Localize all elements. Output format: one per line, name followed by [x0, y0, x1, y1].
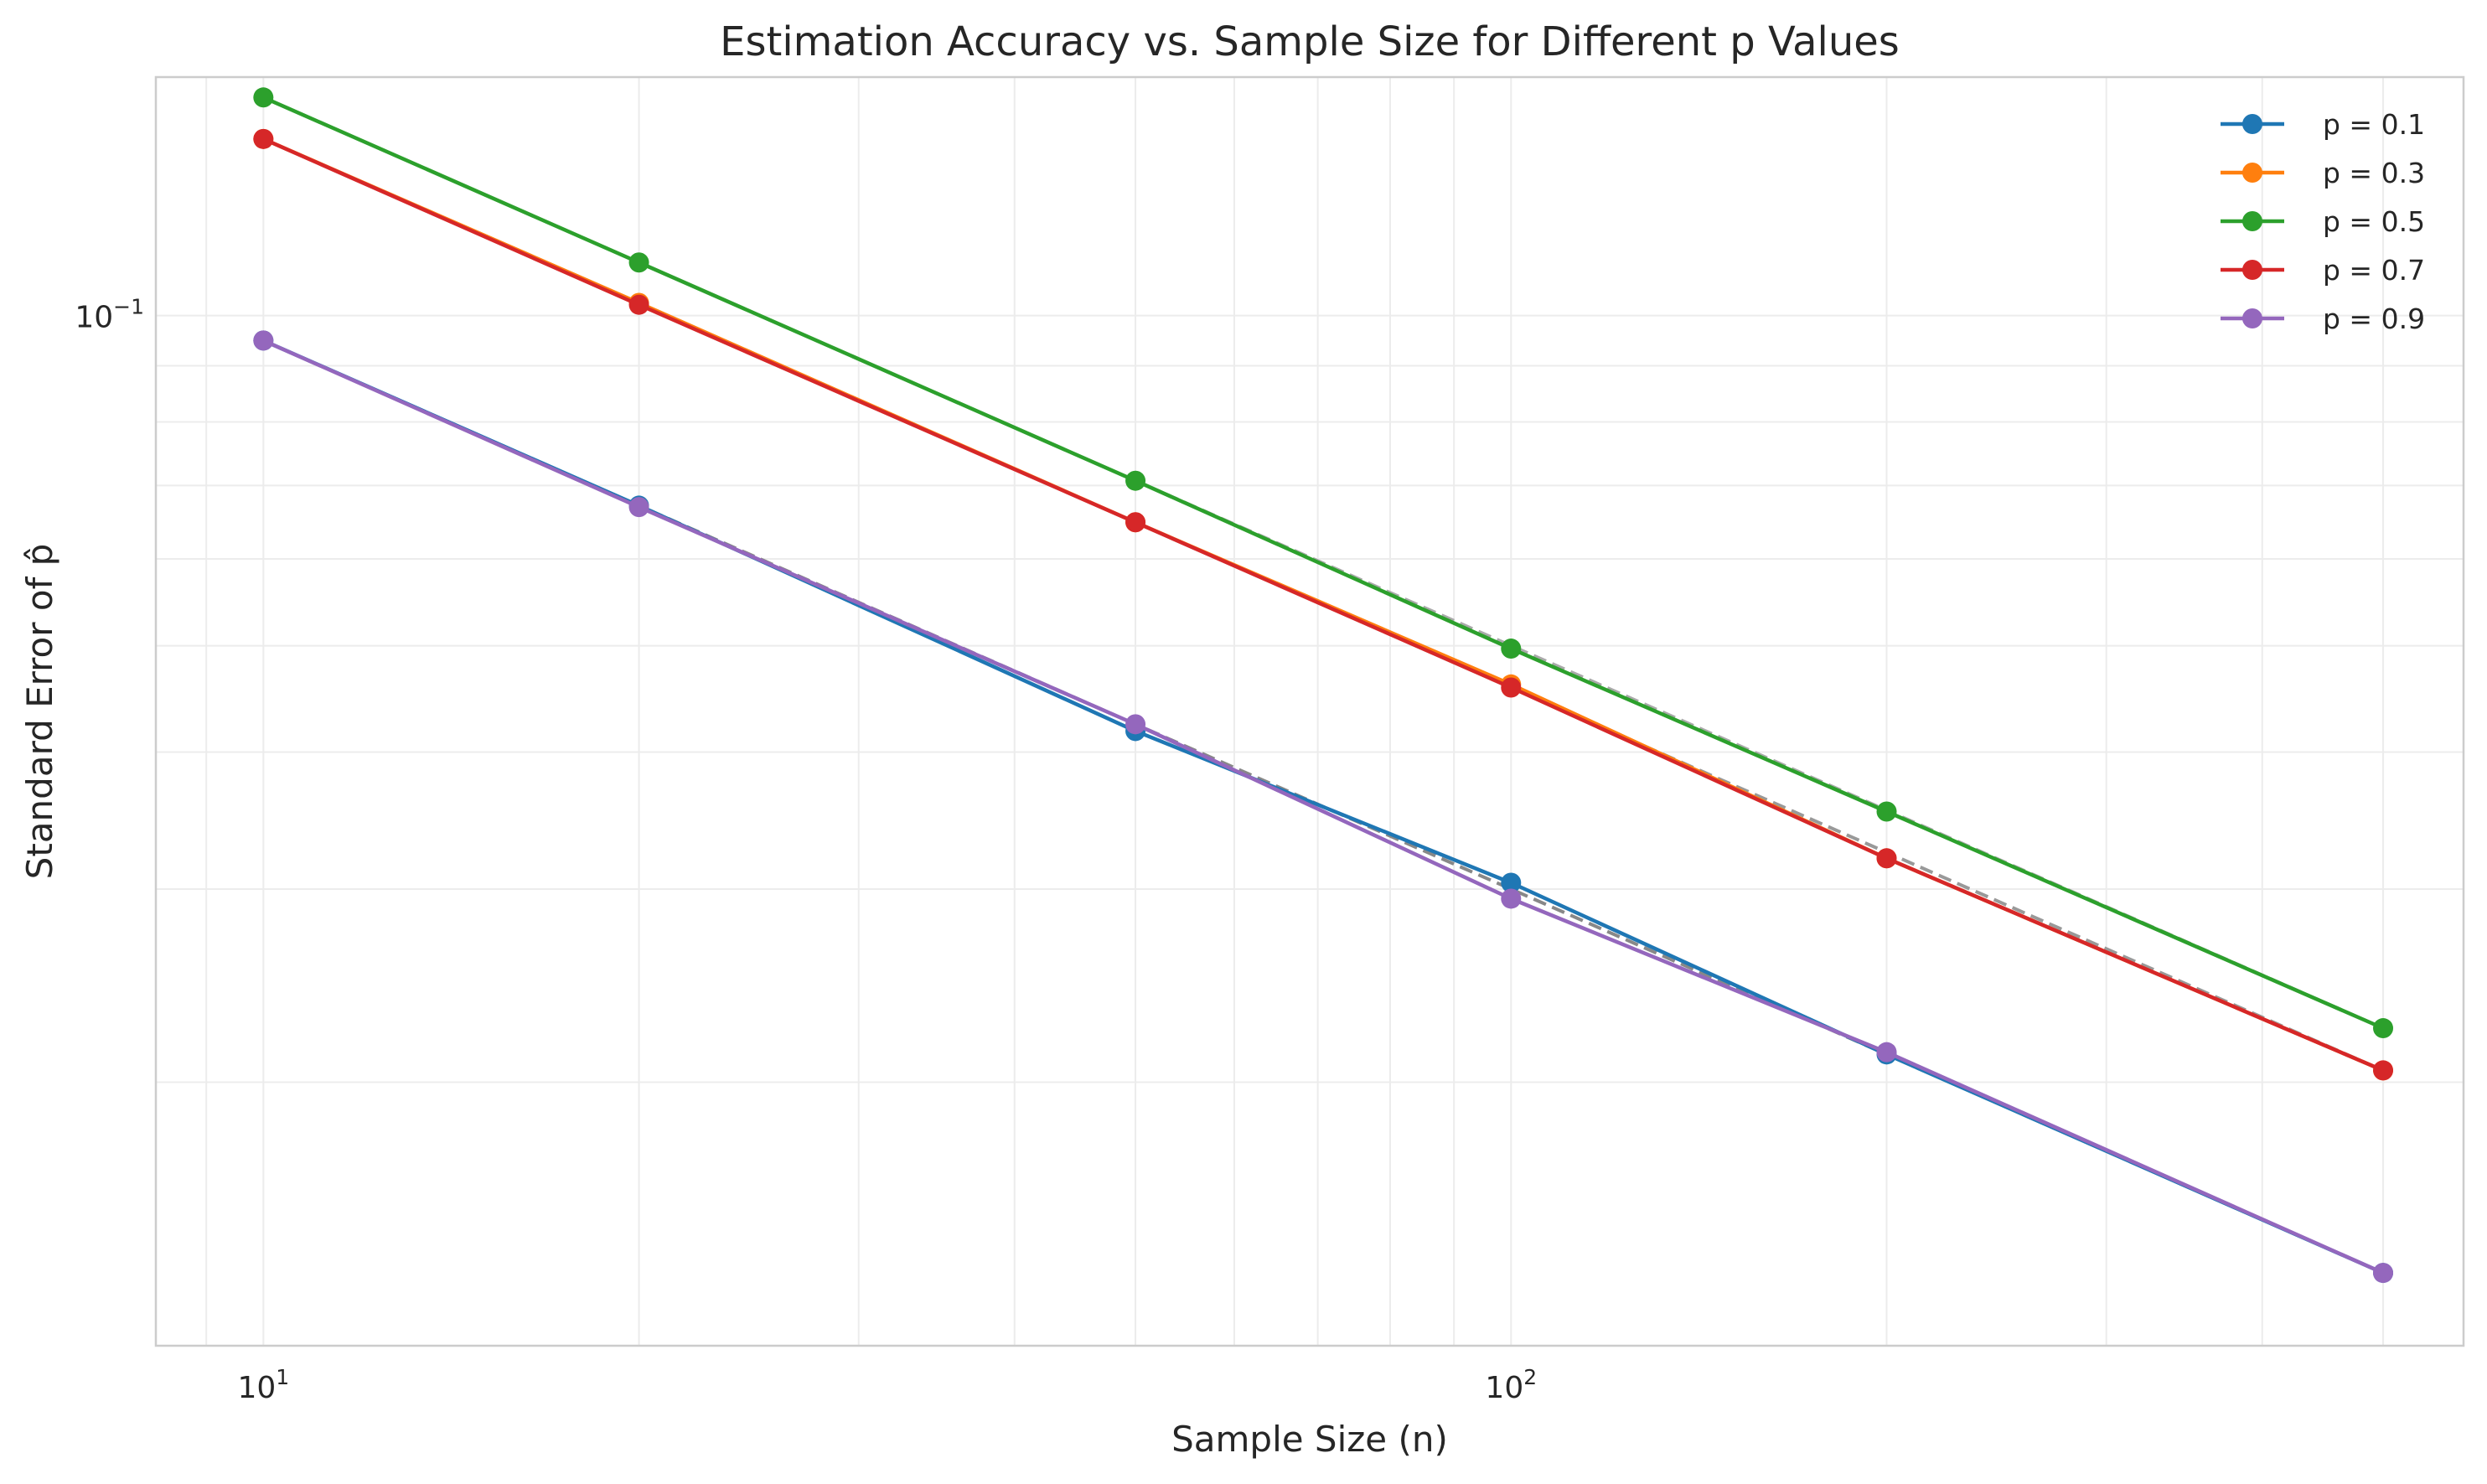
legend-item: p = 0.7 [2221, 254, 2425, 287]
legend-item: p = 0.5 [2221, 205, 2425, 238]
data-point [628, 294, 649, 315]
series [253, 87, 2394, 1039]
legend-item: p = 0.3 [2221, 157, 2425, 189]
x-axis-label: Sample Size (n) [1171, 1419, 1448, 1460]
grid [156, 77, 2464, 1346]
series-line [262, 96, 2384, 1031]
plot-frame [154, 75, 2465, 1347]
series [253, 330, 2394, 1284]
legend-marker [2242, 211, 2262, 231]
legend-label: p = 0.7 [2323, 254, 2425, 287]
data-point [253, 87, 274, 108]
y-tick-labels: 10−1 [75, 295, 144, 335]
x-tick-labels: 101 102 [237, 1365, 1537, 1405]
y-tick-label: 10−1 [75, 295, 144, 335]
legend-marker [2242, 308, 2262, 328]
legend-marker [2242, 163, 2262, 183]
theoretical-reference-lines [262, 96, 2384, 1275]
series-lines [253, 87, 2394, 1284]
data-point [2373, 1060, 2394, 1081]
series-line [262, 137, 2384, 1073]
legend: p = 0.1 p = 0.3 p = 0.5 p = 0.7 p = 0.9 [2221, 108, 2425, 335]
data-point [1501, 639, 1522, 659]
legend-marker [2242, 260, 2262, 280]
data-point [2373, 1018, 2394, 1039]
data-point [1125, 512, 1146, 533]
x-tick-label: 102 [1485, 1365, 1537, 1405]
legend-label: p = 0.3 [2323, 157, 2425, 189]
data-point [253, 330, 274, 351]
series-line [262, 339, 2384, 1275]
legend-label: p = 0.9 [2323, 302, 2425, 335]
data-point [1501, 888, 1522, 909]
legend-marker [2242, 114, 2262, 134]
data-point [1501, 677, 1522, 698]
legend-label: p = 0.5 [2323, 205, 2425, 238]
data-point [1501, 872, 1522, 893]
data-point [253, 128, 274, 149]
legend-label: p = 0.1 [2323, 108, 2425, 141]
data-point [1876, 1042, 1897, 1063]
series [253, 128, 2394, 1081]
data-point [1876, 801, 1897, 822]
data-point [1876, 848, 1897, 869]
legend-item: p = 0.1 [2221, 108, 2425, 141]
x-tick-label: 101 [237, 1365, 289, 1405]
data-point [628, 497, 649, 518]
legend-item: p = 0.9 [2221, 302, 2425, 335]
y-axis-label: Standard Error of p̂ [19, 544, 60, 880]
data-point [2373, 1263, 2394, 1284]
data-point [1125, 714, 1146, 735]
data-point [1125, 470, 1146, 491]
data-point [628, 252, 649, 273]
chart-title: Estimation Accuracy vs. Sample Size for … [720, 18, 1900, 65]
series [253, 330, 2394, 1284]
